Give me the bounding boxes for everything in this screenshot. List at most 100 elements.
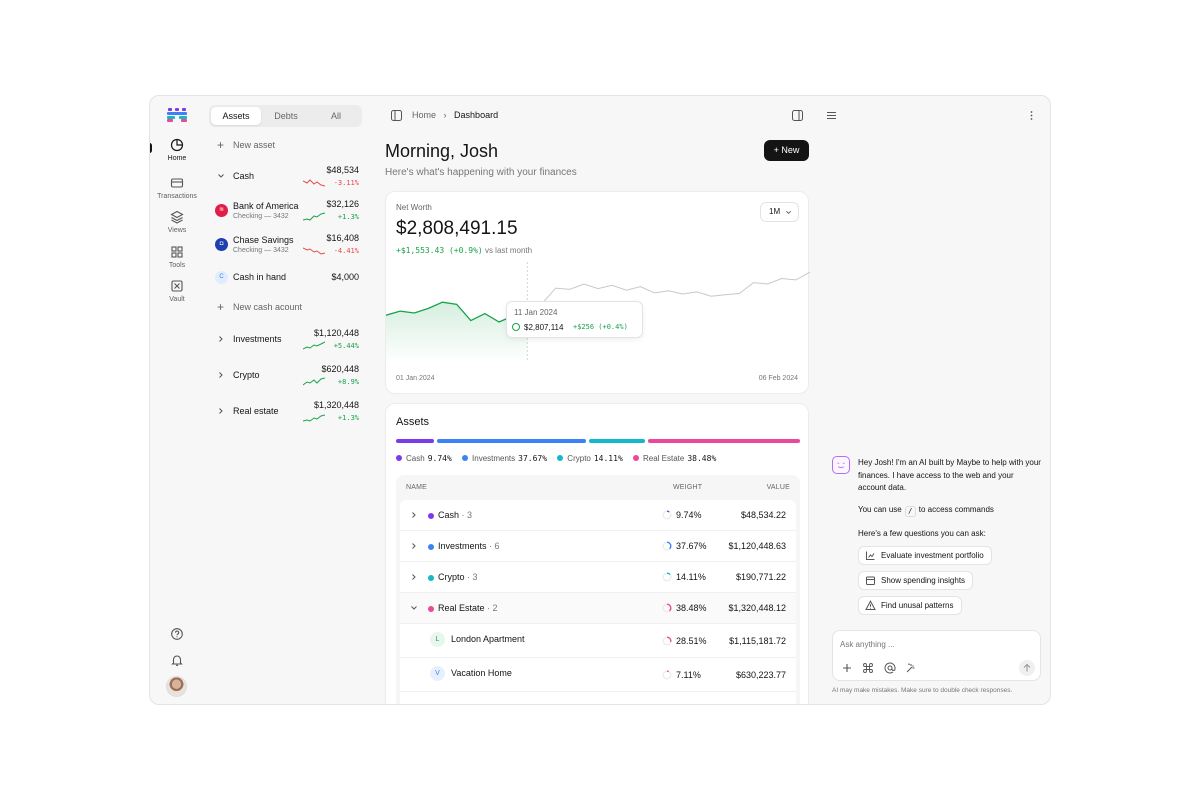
- group-name: Real estate: [233, 406, 279, 416]
- chart-line-future: [527, 271, 810, 310]
- suggestion-spending-insights[interactable]: Show spending insights: [858, 571, 974, 590]
- period-select[interactable]: 1M: [760, 202, 799, 222]
- legend-dot: [633, 455, 639, 461]
- mention-icon[interactable]: [884, 662, 896, 674]
- chevron-down-icon: [786, 210, 791, 214]
- suggestion-evaluate-portfolio[interactable]: Evaluate investment portfolio: [858, 546, 992, 565]
- warning-icon: [865, 600, 876, 610]
- column-header-value: VALUE: [766, 484, 790, 491]
- table-row[interactable]: Cash · 3 9.74% $48,534.22: [400, 500, 796, 531]
- account-amount: $32,126: [326, 199, 359, 209]
- rail-item-transactions[interactable]: Transactions: [150, 176, 204, 200]
- chat-input[interactable]: [840, 637, 1030, 651]
- chevron-right-icon: [219, 408, 223, 414]
- chevron-down-icon: [218, 174, 224, 178]
- new-asset-button[interactable]: + New asset: [209, 131, 365, 161]
- account-name: Bank of America: [233, 201, 299, 211]
- row-value: $48,534.22: [740, 510, 786, 520]
- row-dot: [428, 544, 434, 550]
- legend-dot: [396, 455, 402, 461]
- rail-item-home[interactable]: Home: [150, 138, 204, 162]
- top-bar: Home › Dashboard: [374, 96, 812, 134]
- chevron-right-icon: [219, 336, 223, 342]
- weight-ring-fill: [662, 603, 672, 613]
- new-cash-label: New cash acount: [233, 302, 303, 312]
- sidebar-group-real-estate[interactable]: Real estate $1,320,448 +1.3%: [209, 397, 365, 427]
- rail-item-vault[interactable]: Vault: [150, 279, 204, 303]
- plus-icon[interactable]: [841, 662, 853, 674]
- row-value: $630,223.77: [735, 670, 786, 680]
- row-name: Real Estate · 2: [438, 603, 498, 613]
- sidebar-group-investments[interactable]: Investments $1,120,448 +5.44%: [209, 325, 365, 355]
- sidebar-toggle-icon[interactable]: [391, 110, 402, 121]
- chevron-right-icon: [412, 574, 416, 580]
- account-chase-savings[interactable]: ◘ Chase Savings Checking — 3432 $16,408 …: [209, 230, 365, 260]
- table-subrow[interactable]: V Vacation Home 7.11% $630,223.77: [400, 658, 796, 692]
- weight-ring: [662, 636, 672, 646]
- new-button[interactable]: + New: [764, 140, 809, 161]
- sidebar-group-crypto[interactable]: Crypto $620,448 +8.9%: [209, 361, 365, 391]
- rail-label: Transactions: [157, 193, 197, 200]
- legend-dot: [557, 455, 564, 461]
- ai-questions-intro: Here's a few questions you can ask:: [858, 529, 986, 538]
- table-row[interactable]: Crypto · 3 14.11% $190,771.22: [400, 562, 796, 593]
- command-icon[interactable]: [862, 662, 874, 674]
- legend-item-crypto: Crypto 14.11%: [557, 454, 623, 463]
- user-avatar[interactable]: [166, 676, 187, 697]
- suggestion-label: Evaluate investment portfolio: [881, 551, 984, 560]
- help-button[interactable]: [150, 627, 204, 641]
- account-cash-in-hand[interactable]: C Cash in hand $4,000: [209, 263, 365, 293]
- suggestion-label: Find unusal patterns: [881, 601, 954, 610]
- chevron-right-icon: [412, 543, 416, 549]
- ai-chat-panel: Hey Josh! I'm an AI built by Maybe to he…: [812, 96, 1050, 704]
- suggestion-unusual-patterns[interactable]: Find unusal patterns: [858, 596, 962, 615]
- weight-ring: [662, 510, 672, 520]
- table-row[interactable]: Investments · 6 37.67% $1,120,448.63: [400, 531, 796, 562]
- sparkle-icon[interactable]: [905, 662, 917, 674]
- rail-item-tools[interactable]: Tools: [150, 245, 204, 269]
- row-weight: 38.48%: [676, 603, 707, 613]
- more-vertical-icon[interactable]: [1026, 110, 1037, 121]
- weight-ring-fill: [662, 541, 672, 551]
- legend-name: Investments: [472, 454, 516, 463]
- weight-ring-fill: [662, 572, 672, 582]
- row-count: · 3: [467, 572, 478, 582]
- sparkline-up: [303, 341, 325, 350]
- chart-tooltip: 11 Jan 2024 $2,807,114 +$256 (+0.4%): [506, 301, 643, 338]
- assets-table: NAME WEIGHT VALUE Cash · 3 9.74% $48,534…: [396, 475, 800, 704]
- rail-label: Home: [167, 155, 187, 162]
- tab-debts[interactable]: Debts: [274, 111, 298, 121]
- allocation-legend: Cash 9.74% Investments 37.67% Crypto 14.11%…: [396, 454, 724, 463]
- plus-icon: +: [217, 138, 225, 152]
- rail-label: Vault: [169, 296, 185, 303]
- assets-card: Assets Cash 9.74% Investments 37.67% Crypt…: [385, 403, 809, 704]
- group-change: +8.9%: [337, 378, 359, 386]
- notifications-button[interactable]: [150, 653, 204, 667]
- rail-item-views[interactable]: Views: [150, 210, 204, 234]
- new-cash-account-button[interactable]: + New cash acount: [209, 293, 365, 323]
- group-amount: $620,448: [321, 364, 359, 374]
- group-change: -3.11%: [333, 179, 359, 187]
- sparkline-up: [303, 212, 325, 221]
- tab-all[interactable]: All: [330, 111, 341, 121]
- row-badge: V: [430, 666, 445, 681]
- menu-icon[interactable]: [826, 110, 837, 121]
- breadcrumb-home[interactable]: Home: [412, 110, 437, 120]
- column-header-name: NAME: [406, 484, 428, 491]
- table-subrow[interactable]: L London Apartment 28.51% $1,115,181.72: [400, 624, 796, 658]
- send-button[interactable]: [1019, 660, 1035, 676]
- commands-pre: You can use: [858, 505, 902, 514]
- table-row-expanded[interactable]: Real Estate · 2 38.48% $1,320,448.12: [400, 593, 796, 624]
- commands-post: to access commands: [918, 505, 994, 514]
- panel-toggle-icon[interactable]: [792, 110, 803, 121]
- account-bank-of-america[interactable]: ≋ Bank of America Checking — 3432 $32,12…: [209, 196, 365, 226]
- legend-item-investments: Investments 37.67%: [462, 454, 547, 463]
- sidebar-group-cash[interactable]: Cash $48,534 -3.11%: [209, 162, 365, 192]
- net-worth-value: $2,808,491.15: [396, 218, 518, 239]
- tab-assets[interactable]: Assets: [211, 107, 261, 125]
- row-name: Crypto · 3: [438, 572, 478, 582]
- group-name: Investments: [233, 334, 282, 344]
- legend-pct: 9.74%: [427, 454, 452, 463]
- active-indicator: [150, 143, 152, 153]
- row-name-text: Real Estate: [438, 603, 485, 613]
